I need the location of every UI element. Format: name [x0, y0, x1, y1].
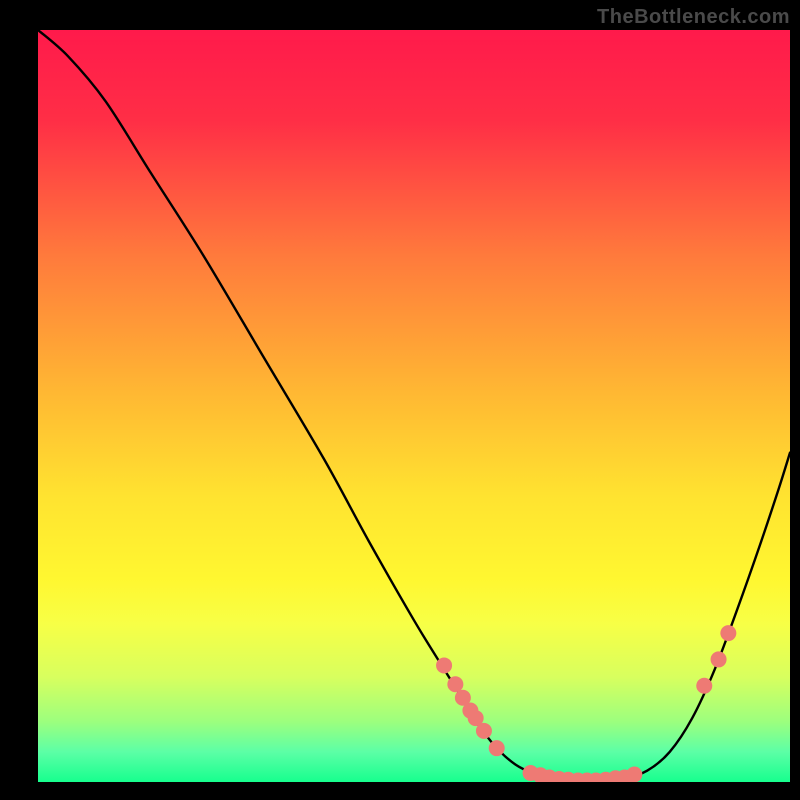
bottleneck-curve: [38, 30, 790, 781]
data-marker: [447, 676, 463, 692]
chart-svg-overlay: [38, 30, 790, 782]
data-marker: [489, 740, 505, 756]
data-marker: [626, 766, 642, 782]
chart-plot-area: [38, 30, 790, 782]
data-marker: [696, 678, 712, 694]
data-marker: [711, 651, 727, 667]
attribution-text: TheBottleneck.com: [597, 6, 790, 29]
data-marker: [720, 625, 736, 641]
data-marker: [476, 723, 492, 739]
data-marker: [436, 657, 452, 673]
